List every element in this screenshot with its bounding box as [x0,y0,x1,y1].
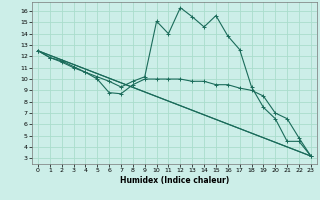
X-axis label: Humidex (Indice chaleur): Humidex (Indice chaleur) [120,176,229,185]
